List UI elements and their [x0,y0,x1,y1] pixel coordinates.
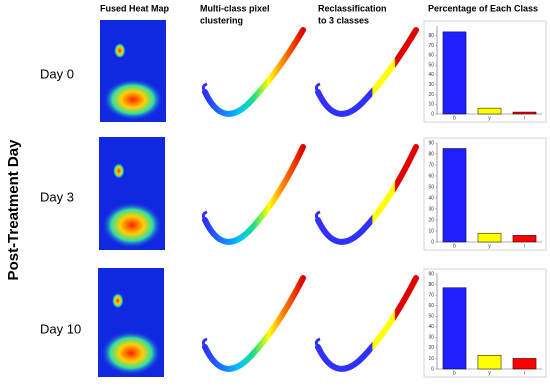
heat-spot [113,42,126,59]
y-tick-label: 10 [428,102,434,108]
y-tick-label: 70 [428,162,434,168]
y-tick-label: 80 [428,33,434,39]
x-tick-label: b [453,370,456,376]
column-header: Multi-class pixel [200,3,270,13]
x-tick-label: y [488,115,491,121]
y-tick-label: 40 [428,195,434,201]
cluster-scatter [315,275,419,372]
cluster-scatter [202,275,306,372]
cluster-scatter [314,210,321,221]
y-tick-label: 90 [428,271,434,277]
bar [442,287,467,370]
y-tick-label: 60 [428,173,434,179]
x-tick-label: y [488,370,491,376]
heat-spot [103,79,163,120]
x-tick-label: b [453,243,456,249]
y-tick-label: 30 [428,82,434,88]
cluster-scatter [201,210,208,221]
y-tick-label: 0 [431,239,434,245]
row-label: Day 3 [40,189,74,204]
y-tick-label: 70 [428,292,434,298]
y-tick-label: 20 [428,345,434,351]
y-tick-label: 10 [428,356,434,362]
y-tick-label: 80 [428,151,434,157]
bar [512,235,537,243]
column-header: Percentage of Each Class [428,3,538,13]
y-tick-label: 40 [428,72,434,78]
y-tick-label: 20 [428,92,434,98]
x-tick-label: b [453,115,456,121]
cluster-scatter [315,144,419,245]
column-header: Fused Heat Map [100,3,170,13]
cluster-scatter [314,337,321,348]
row-label: Day 0 [40,66,74,81]
y-tick-label: 30 [428,335,434,341]
heat-spot [102,202,162,248]
y-tick-label: 50 [428,184,434,190]
y-tick-label: 70 [428,43,434,49]
cluster-scatter [201,337,208,348]
column-header: clustering [200,15,243,25]
x-tick-label: y [488,243,491,249]
y-tick-label: 10 [428,228,434,234]
row-label: Day 10 [40,321,81,336]
y-tick-label: 30 [428,206,434,212]
cluster-scatter [314,82,321,93]
x-tick-label: r [524,115,526,121]
bar [442,31,467,115]
chart-frame [423,20,547,123]
cluster-scatter [315,27,419,117]
bar [477,232,502,243]
cluster-scatter [202,27,306,117]
cluster-scatter [201,82,208,93]
y-tick-label: 50 [428,62,434,68]
bar [477,107,502,115]
x-tick-label: r [524,370,526,376]
y-tick-label: 0 [431,111,434,117]
heat-spot [111,292,124,309]
heat-spot [101,331,161,375]
y-tick-label: 80 [428,282,434,288]
x-tick-label: r [524,243,526,249]
column-header: Reclassification [318,3,387,13]
y-tick-label: 20 [428,217,434,223]
y-tick-label: 40 [428,324,434,330]
y-tick-label: 60 [428,53,434,59]
heat-spot [112,162,125,179]
bar [512,358,537,370]
y-tick-label: 0 [431,366,434,372]
y-label: Post-Treatment Day [5,139,22,281]
bar [512,111,537,115]
cluster-scatter [202,144,306,245]
bar [442,148,467,243]
column-header: to 3 classes [318,15,369,25]
y-tick-label: 90 [428,140,434,146]
y-tick-label: 60 [428,303,434,309]
y-tick-label: 50 [428,314,434,320]
bar [477,355,502,370]
